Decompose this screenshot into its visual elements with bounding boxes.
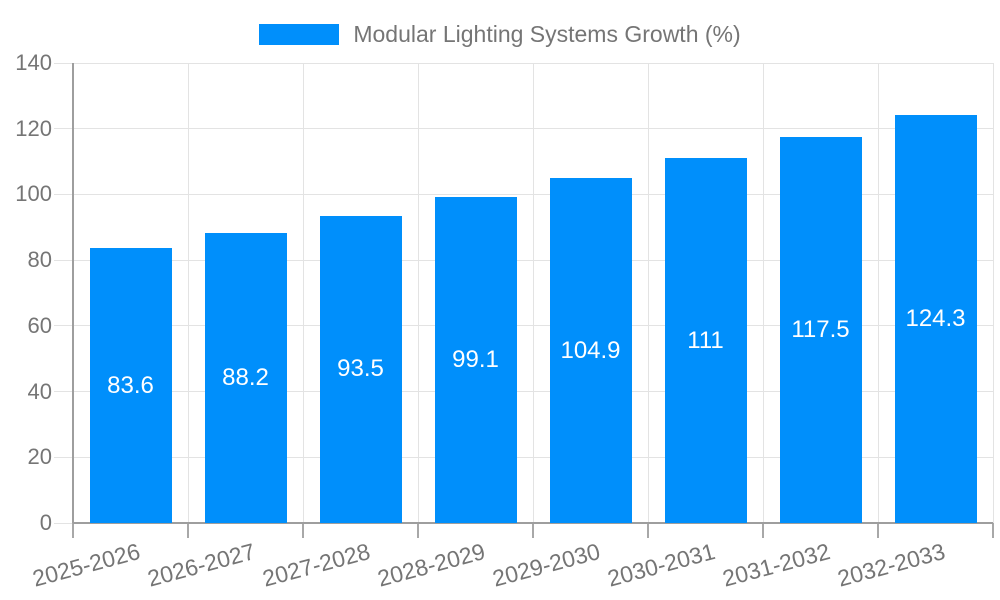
x-axis-line [73,522,993,524]
y-tick-mark [54,456,73,458]
x-tick-mark [187,523,189,538]
gridline-vertical [762,63,764,523]
gridline-vertical [532,63,534,523]
bar[interactable] [894,114,977,523]
x-tick-mark [532,523,534,538]
x-axis-tick-label: 2026-2027 [144,538,258,592]
y-axis-line [72,63,74,523]
bar[interactable] [779,136,862,523]
x-axis-tick-label: 2028-2029 [374,538,488,592]
x-axis-tick-label: 2029-2030 [489,538,603,592]
gridline-vertical [302,63,304,523]
gridline-vertical [992,63,994,523]
legend-label: Modular Lighting Systems Growth (%) [353,21,741,47]
y-axis-tick-label: 120 [15,115,52,141]
gridline-vertical [187,63,189,523]
bar[interactable] [319,215,402,523]
y-axis-tick-label: 0 [39,510,52,535]
bar-value-label: 117.5 [791,315,850,343]
bar-value-label: 111 [687,326,724,354]
y-tick-mark [54,259,73,261]
legend[interactable]: Modular Lighting Systems Growth (%) [0,21,1000,48]
x-axis-tick-label: 2031-2032 [719,538,833,592]
bar-value-label: 88.2 [222,364,269,392]
bar-value-label: 93.5 [337,355,384,383]
y-tick-mark [54,522,73,524]
y-axis-tick-label: 40 [27,378,52,404]
x-axis-tick-label: 2025-2026 [29,538,143,592]
y-tick-mark [54,193,73,195]
bar[interactable] [549,178,632,523]
y-tick-mark [54,62,73,64]
x-tick-mark [992,523,994,538]
y-axis-tick-label: 20 [27,444,52,470]
bar-value-label: 83.6 [107,371,154,399]
x-tick-mark [417,523,419,538]
x-tick-mark [762,523,764,538]
y-tick-mark [54,325,73,327]
bar[interactable] [434,197,517,523]
bar-value-label: 99.1 [452,346,499,374]
gridline-vertical [877,63,879,523]
x-axis-tick-label: 2030-2031 [604,538,718,592]
x-axis-tick-label: 2032-2033 [834,538,948,592]
y-axis-tick-label: 140 [15,50,52,75]
bar-value-label: 124.3 [905,304,966,332]
gridline-vertical [417,63,419,523]
bar-value-label: 104.9 [560,336,621,364]
x-tick-mark [302,523,304,538]
bar[interactable] [664,158,747,523]
y-axis-tick-label: 60 [27,312,52,338]
y-tick-mark [54,128,73,130]
gridline-vertical [647,63,649,523]
y-axis-tick-label: 80 [27,247,52,273]
x-tick-mark [647,523,649,538]
x-tick-mark [72,523,74,538]
y-axis-tick-label: 100 [15,181,52,207]
x-tick-mark [877,523,879,538]
bar[interactable] [204,233,287,523]
y-tick-mark [54,391,73,393]
x-axis-tick-label: 2027-2028 [259,538,373,592]
legend-swatch-icon [259,24,340,45]
bar[interactable] [89,248,172,523]
